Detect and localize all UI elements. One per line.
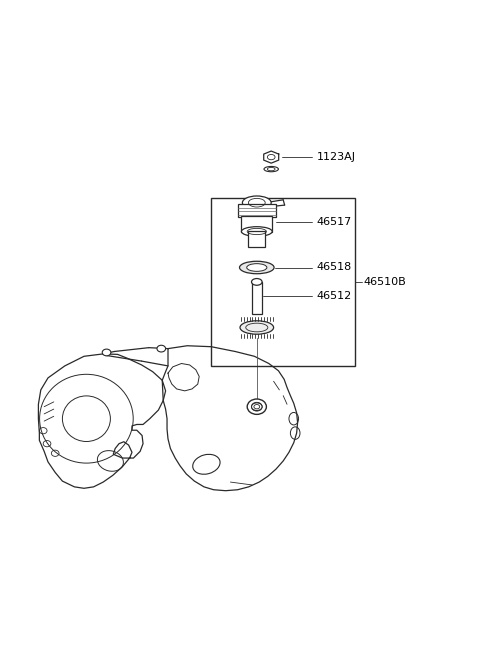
Text: 46510B: 46510B xyxy=(364,277,407,287)
Ellipse shape xyxy=(242,196,271,210)
Ellipse shape xyxy=(240,321,274,334)
Ellipse shape xyxy=(264,166,278,172)
Bar xyxy=(241,216,272,231)
Ellipse shape xyxy=(157,345,166,352)
Bar xyxy=(238,204,276,217)
Ellipse shape xyxy=(252,403,262,411)
Text: 1123AJ: 1123AJ xyxy=(317,152,356,162)
Bar xyxy=(211,198,355,366)
Bar xyxy=(252,282,262,314)
Ellipse shape xyxy=(241,227,272,236)
Ellipse shape xyxy=(247,264,267,271)
Text: 46517: 46517 xyxy=(317,217,352,227)
Bar xyxy=(248,231,265,247)
Ellipse shape xyxy=(252,278,262,286)
Polygon shape xyxy=(264,151,279,163)
Ellipse shape xyxy=(247,399,266,415)
Ellipse shape xyxy=(240,261,274,274)
Ellipse shape xyxy=(102,349,111,356)
Text: 46518: 46518 xyxy=(317,263,352,272)
Text: 46512: 46512 xyxy=(317,291,352,301)
